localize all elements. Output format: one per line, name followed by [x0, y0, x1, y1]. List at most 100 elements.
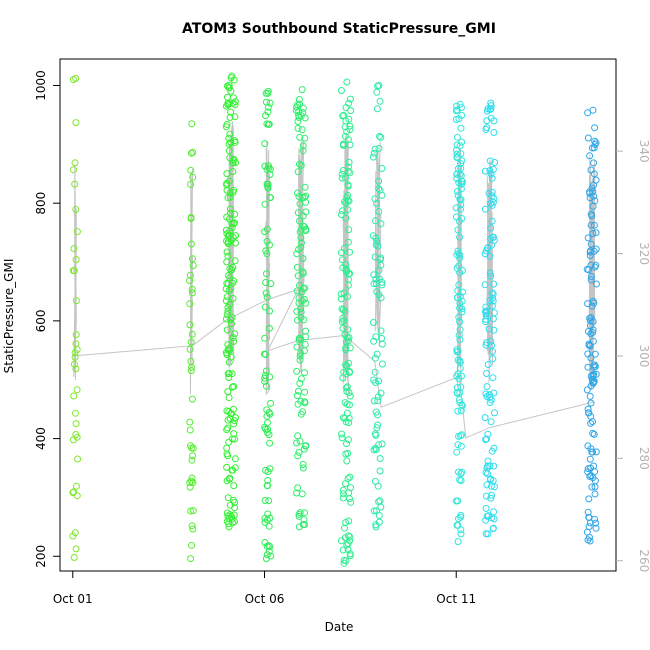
data-point	[302, 333, 309, 341]
data-point	[228, 320, 235, 328]
data-point	[484, 457, 492, 465]
data-point	[591, 350, 599, 358]
data-point	[231, 113, 239, 121]
data-point	[376, 467, 384, 475]
data-point	[341, 524, 348, 532]
data-point	[188, 541, 195, 549]
data-point	[227, 139, 235, 147]
data-point	[223, 248, 231, 256]
data-point	[491, 483, 498, 491]
data-point	[228, 224, 236, 231]
data-point	[296, 352, 304, 360]
data-point	[188, 285, 196, 293]
data-point	[339, 494, 347, 502]
data-point	[370, 149, 378, 157]
data-point	[485, 325, 493, 333]
data-point	[482, 341, 490, 349]
data-point	[456, 304, 464, 312]
data-point	[225, 369, 233, 377]
data-point	[224, 82, 231, 90]
data-point	[70, 245, 78, 253]
data-point	[481, 281, 489, 289]
data-point	[223, 426, 231, 434]
data-point	[490, 444, 498, 452]
data-point	[296, 379, 304, 387]
data-point	[339, 324, 347, 332]
data-point	[229, 233, 237, 241]
y-tick-label: 1000	[34, 70, 48, 101]
data-point	[371, 145, 379, 153]
data-point	[377, 327, 385, 335]
series-trace	[265, 141, 271, 396]
data-point	[375, 208, 383, 215]
data-point	[481, 205, 489, 213]
data-point	[72, 365, 80, 373]
data-point	[375, 441, 383, 449]
data-point	[225, 84, 233, 92]
data-point	[222, 297, 230, 305]
data-point	[587, 445, 595, 453]
data-point	[483, 393, 491, 401]
data-point	[342, 261, 350, 268]
data-point	[457, 205, 464, 213]
data-point	[294, 400, 302, 408]
data-point	[345, 369, 353, 376]
data-point	[483, 124, 491, 132]
data-point	[591, 124, 599, 132]
data-point	[72, 206, 80, 213]
data-point	[586, 537, 594, 545]
data-point	[187, 149, 195, 157]
data-point	[456, 336, 464, 344]
data-point	[590, 430, 598, 438]
data-point	[70, 392, 78, 400]
data-point	[454, 497, 462, 505]
data-point	[225, 374, 233, 381]
data-point	[345, 167, 352, 175]
data-point	[456, 254, 464, 262]
data-point	[587, 240, 595, 248]
data-point	[373, 424, 381, 432]
data-point	[294, 452, 302, 460]
data-point	[232, 414, 239, 422]
data-point	[266, 465, 274, 473]
data-point	[591, 490, 599, 498]
data-point	[342, 174, 350, 182]
data-point	[587, 166, 595, 174]
data-point	[456, 195, 464, 203]
data-point	[265, 121, 272, 128]
data-point	[262, 555, 270, 563]
data-point	[231, 98, 239, 106]
data-point	[226, 154, 234, 162]
data-point	[228, 513, 235, 520]
data-point	[458, 431, 466, 439]
data-point	[589, 371, 597, 379]
data-point	[489, 290, 497, 298]
data-point	[370, 446, 378, 454]
data-point	[584, 468, 592, 476]
data-point	[488, 302, 496, 310]
data-point	[189, 525, 197, 533]
data-point	[69, 436, 77, 444]
data-point	[261, 140, 269, 148]
data-point	[73, 482, 80, 490]
data-point	[457, 383, 465, 391]
data-point	[342, 214, 350, 222]
data-point	[592, 139, 600, 147]
data-point	[188, 444, 196, 452]
data-point	[189, 479, 197, 487]
data-point	[223, 450, 231, 458]
data-point	[294, 124, 302, 132]
data-point	[378, 440, 386, 448]
data-point	[592, 448, 600, 456]
data-point	[345, 517, 353, 525]
data-point	[378, 360, 386, 368]
data-point	[301, 284, 309, 292]
data-point	[482, 504, 490, 512]
data-point	[588, 273, 595, 281]
data-point	[294, 168, 302, 176]
data-point	[70, 488, 78, 496]
data-point	[453, 346, 461, 354]
data-point	[295, 523, 303, 531]
data-point	[264, 103, 272, 111]
data-point	[224, 93, 231, 101]
